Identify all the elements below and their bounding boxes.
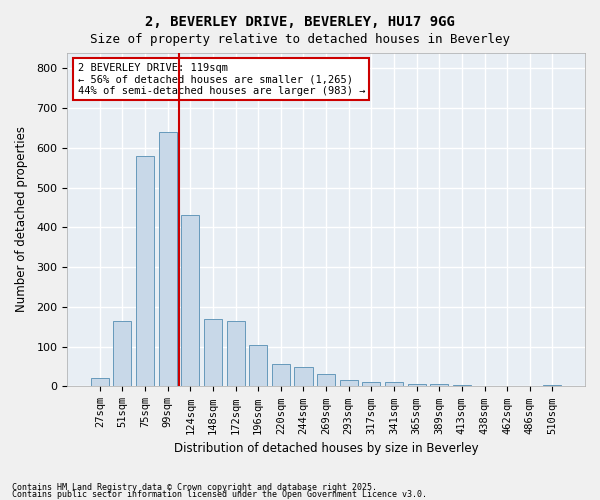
Bar — [407, 384, 425, 386]
Text: Contains public sector information licensed under the Open Government Licence v3: Contains public sector information licen… — [12, 490, 427, 499]
Bar — [385, 382, 403, 386]
Bar — [158, 132, 177, 386]
Bar — [113, 321, 131, 386]
Bar — [136, 156, 154, 386]
Bar — [227, 321, 245, 386]
Bar — [362, 382, 380, 386]
Y-axis label: Number of detached properties: Number of detached properties — [15, 126, 28, 312]
Text: Size of property relative to detached houses in Beverley: Size of property relative to detached ho… — [90, 32, 510, 46]
Text: Contains HM Land Registry data © Crown copyright and database right 2025.: Contains HM Land Registry data © Crown c… — [12, 484, 377, 492]
Text: 2, BEVERLEY DRIVE, BEVERLEY, HU17 9GG: 2, BEVERLEY DRIVE, BEVERLEY, HU17 9GG — [145, 15, 455, 29]
Text: 2 BEVERLEY DRIVE: 119sqm
← 56% of detached houses are smaller (1,265)
44% of sem: 2 BEVERLEY DRIVE: 119sqm ← 56% of detach… — [77, 62, 365, 96]
Bar — [430, 384, 448, 386]
Bar — [317, 374, 335, 386]
Bar — [91, 378, 109, 386]
Bar — [249, 344, 267, 387]
Bar — [204, 319, 222, 386]
Bar — [295, 368, 313, 386]
Bar — [272, 364, 290, 386]
X-axis label: Distribution of detached houses by size in Beverley: Distribution of detached houses by size … — [174, 442, 478, 455]
Bar — [181, 216, 199, 386]
Bar — [340, 380, 358, 386]
